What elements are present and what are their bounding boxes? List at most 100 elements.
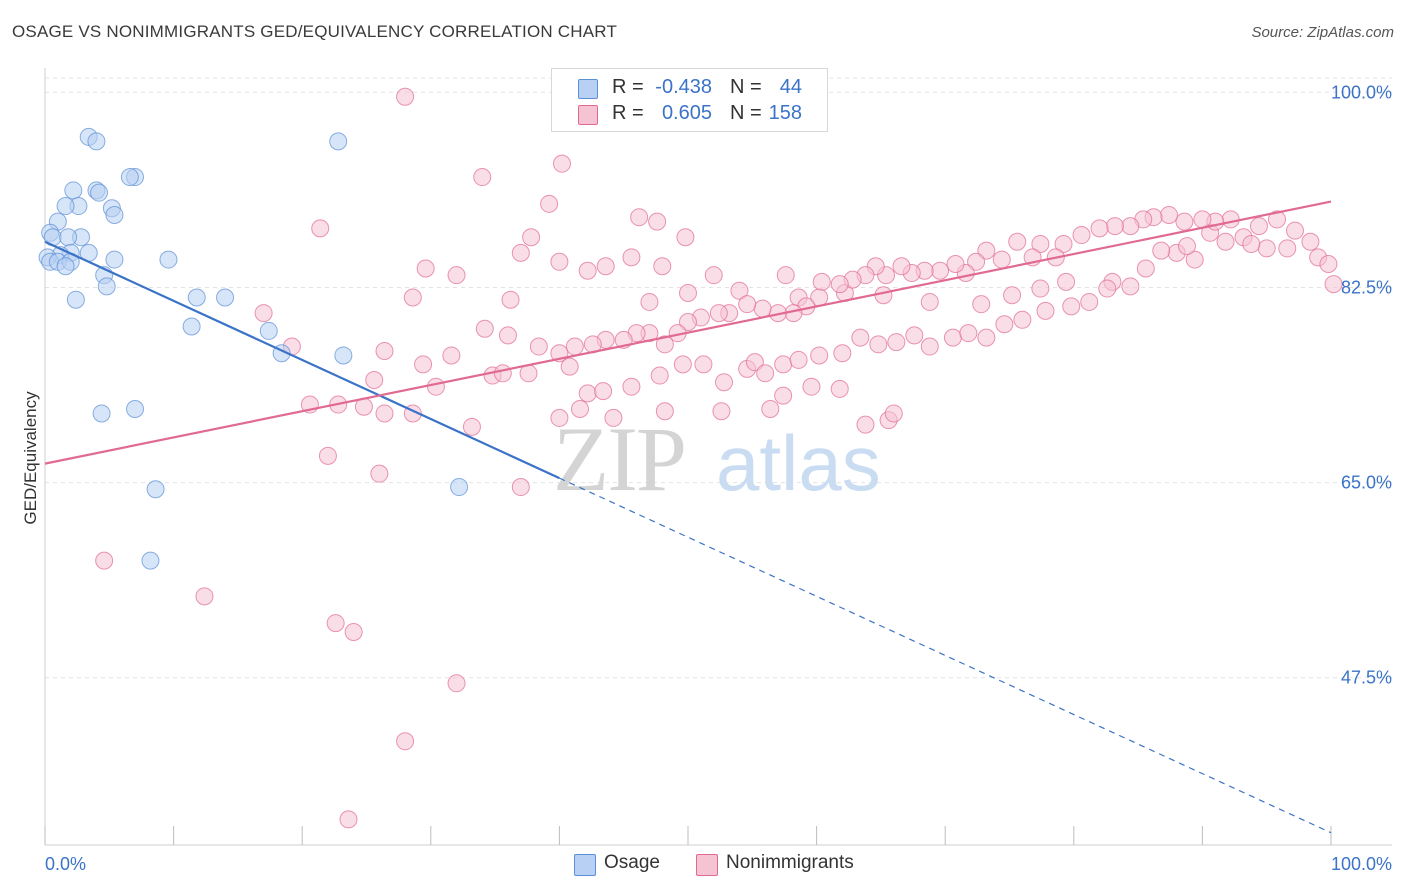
legend-r-label: R = bbox=[612, 76, 644, 98]
data-point bbox=[370, 464, 389, 483]
data-point bbox=[851, 328, 870, 347]
data-point bbox=[596, 257, 615, 276]
data-point bbox=[1257, 239, 1276, 258]
data-point bbox=[830, 275, 849, 294]
data-point bbox=[594, 382, 613, 401]
data-point bbox=[1285, 221, 1304, 240]
data-point bbox=[655, 335, 674, 354]
data-point bbox=[977, 241, 996, 260]
data-point bbox=[511, 243, 530, 262]
data-point bbox=[522, 228, 541, 247]
data-point bbox=[1090, 219, 1109, 238]
data-point bbox=[105, 205, 124, 224]
data-point bbox=[943, 328, 962, 347]
data-point bbox=[87, 132, 106, 151]
legend-swatch-nonimmigrants bbox=[578, 105, 598, 125]
data-point bbox=[920, 292, 939, 311]
data-point bbox=[694, 355, 713, 374]
data-point bbox=[187, 288, 206, 307]
legend-n-value-osage: 44 bbox=[779, 76, 802, 98]
legend-swatch-osage bbox=[574, 854, 596, 876]
data-point bbox=[730, 281, 749, 300]
trend-line-osage-extension bbox=[559, 477, 1332, 834]
data-point bbox=[1177, 237, 1196, 256]
data-point bbox=[1216, 232, 1235, 251]
data-point bbox=[869, 335, 888, 354]
data-point bbox=[141, 551, 160, 570]
data-point bbox=[565, 337, 584, 356]
data-point bbox=[97, 277, 116, 296]
data-point bbox=[1031, 279, 1050, 298]
data-point bbox=[776, 266, 795, 285]
data-point bbox=[339, 810, 358, 829]
data-point bbox=[1013, 310, 1032, 329]
data-point bbox=[931, 261, 950, 280]
data-point bbox=[1080, 292, 1099, 311]
data-point bbox=[977, 328, 996, 347]
data-point bbox=[967, 252, 986, 271]
watermark-atlas: atlas bbox=[716, 419, 881, 507]
data-point bbox=[709, 304, 728, 323]
data-point bbox=[529, 337, 548, 356]
data-point bbox=[1121, 277, 1140, 296]
data-point bbox=[540, 194, 559, 213]
legend-row-osage: R = -0.438 N = 44 bbox=[552, 75, 827, 101]
data-point bbox=[761, 399, 780, 418]
tick-labels: 100.0% 82.5% 65.0% 47.5% 0.0% 100.0% bbox=[45, 82, 1392, 874]
data-point bbox=[905, 326, 924, 345]
data-point bbox=[1324, 275, 1343, 294]
data-point bbox=[946, 255, 965, 274]
data-point bbox=[884, 404, 903, 423]
data-point bbox=[715, 373, 734, 392]
trend-lines bbox=[44, 200, 1332, 834]
trend-line-osage bbox=[44, 240, 560, 480]
data-point bbox=[95, 551, 114, 570]
data-point bbox=[1136, 259, 1155, 278]
data-point bbox=[473, 168, 492, 187]
data-point bbox=[830, 379, 849, 398]
data-point bbox=[1193, 210, 1212, 229]
data-point bbox=[396, 87, 415, 106]
data-point bbox=[375, 342, 394, 361]
y-tick-label: 47.5% bbox=[1341, 668, 1392, 688]
data-point bbox=[622, 248, 641, 267]
data-point bbox=[1185, 250, 1204, 269]
data-point bbox=[1159, 205, 1178, 224]
data-point bbox=[959, 324, 978, 343]
data-point bbox=[712, 402, 731, 421]
data-point bbox=[679, 313, 697, 332]
data-point bbox=[59, 228, 78, 247]
data-point bbox=[704, 266, 723, 285]
data-point bbox=[396, 732, 415, 751]
data-point bbox=[756, 364, 775, 383]
data-point bbox=[1105, 217, 1124, 236]
legend-r-value-osage: -0.438 bbox=[655, 76, 712, 98]
data-point bbox=[1242, 234, 1261, 253]
data-point bbox=[1031, 234, 1050, 253]
data-point bbox=[802, 377, 821, 396]
data-point bbox=[498, 326, 517, 345]
data-point bbox=[856, 415, 875, 434]
data-point bbox=[92, 404, 111, 423]
data-point bbox=[1221, 210, 1240, 229]
data-point bbox=[403, 288, 422, 307]
data-point bbox=[105, 250, 124, 269]
data-point bbox=[426, 377, 445, 396]
data-point bbox=[254, 304, 273, 323]
osage-points bbox=[38, 127, 469, 570]
data-point bbox=[146, 480, 165, 499]
data-point bbox=[892, 257, 911, 276]
data-point bbox=[995, 315, 1014, 334]
data-point bbox=[334, 346, 353, 365]
data-point bbox=[1098, 279, 1117, 298]
data-point bbox=[501, 290, 520, 309]
trend-line-nonimmigrants bbox=[44, 200, 1332, 465]
series-legend: Osage Nonimmigrants bbox=[0, 852, 1406, 878]
data-point bbox=[673, 355, 692, 374]
data-point bbox=[447, 674, 466, 693]
data-point bbox=[493, 364, 512, 383]
data-point bbox=[1121, 217, 1140, 236]
data-point bbox=[511, 478, 530, 497]
y-axis-label: GED/Equivalency bbox=[21, 391, 40, 525]
